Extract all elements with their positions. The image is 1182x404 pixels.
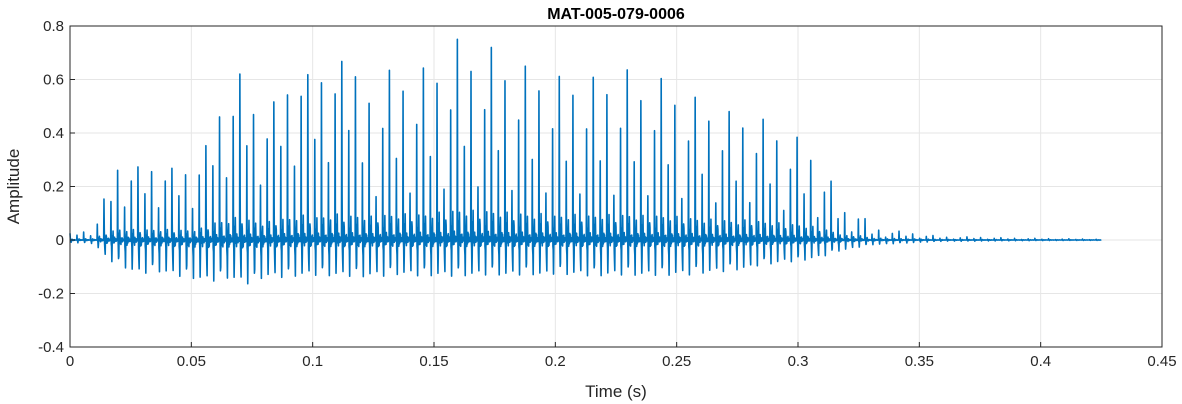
x-tick-label: 0 [66,353,74,370]
x-tick-label: 0.1 [302,353,323,370]
x-axis: 0 0.05 0.1 0.15 0.2 0.25 0.3 0.35 0.4 0.45 [66,342,1177,370]
y-axis-label: Amplitude [4,149,23,225]
y-axis: -0.4 -0.2 0 0.2 0.4 0.6 0.8 [38,18,75,356]
waveform-line [69,38,1102,285]
y-tick-label: -0.2 [38,286,64,303]
y-tick-label: 0.2 [43,179,64,196]
x-tick-label: 0.3 [788,353,809,370]
plot-area [69,38,1102,285]
x-tick-label: 0.4 [1030,353,1051,370]
y-tick-label: 0.4 [43,125,64,142]
y-tick-label: 0 [56,232,64,249]
y-tick-label: 0.8 [43,18,64,35]
chart-title: MAT-005-079-0006 [547,6,685,23]
x-tick-label: 0.15 [419,353,448,370]
x-tick-label: 0.25 [662,353,691,370]
x-axis-label: Time (s) [585,382,647,401]
x-tick-label: 0.05 [177,353,206,370]
x-tick-label: 0.35 [905,353,934,370]
x-tick-label: 0.45 [1147,353,1176,370]
y-tick-label: 0.6 [43,72,64,89]
x-tick-label: 0.2 [545,353,566,370]
y-tick-label: -0.4 [38,339,64,356]
